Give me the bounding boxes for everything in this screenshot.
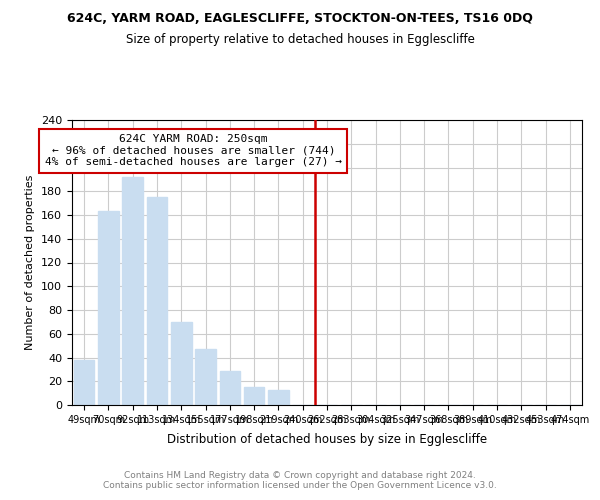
Bar — [244, 387, 265, 405]
Bar — [98, 212, 119, 405]
Bar — [220, 370, 240, 405]
Bar — [171, 322, 191, 405]
Bar — [146, 197, 167, 405]
Bar — [122, 177, 143, 405]
Text: 624C, YARM ROAD, EAGLESCLIFFE, STOCKTON-ON-TEES, TS16 0DQ: 624C, YARM ROAD, EAGLESCLIFFE, STOCKTON-… — [67, 12, 533, 26]
Y-axis label: Number of detached properties: Number of detached properties — [25, 175, 35, 350]
Bar — [268, 390, 289, 405]
X-axis label: Distribution of detached houses by size in Egglescliffe: Distribution of detached houses by size … — [167, 433, 487, 446]
Text: 624C YARM ROAD: 250sqm
← 96% of detached houses are smaller (744)
4% of semi-det: 624C YARM ROAD: 250sqm ← 96% of detached… — [45, 134, 342, 168]
Bar — [195, 349, 216, 405]
Bar — [74, 360, 94, 405]
Text: Contains HM Land Registry data © Crown copyright and database right 2024.
Contai: Contains HM Land Registry data © Crown c… — [103, 470, 497, 490]
Text: Size of property relative to detached houses in Egglescliffe: Size of property relative to detached ho… — [125, 32, 475, 46]
